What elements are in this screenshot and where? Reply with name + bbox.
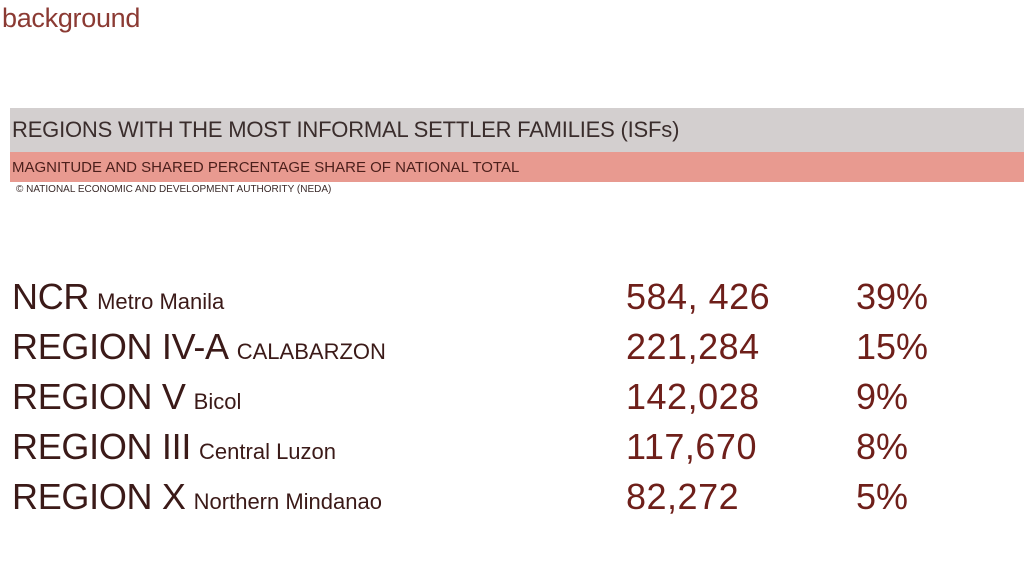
region-code: REGION X xyxy=(12,476,186,517)
section-title: background xyxy=(2,3,141,33)
region-name: Northern Mindanao xyxy=(193,489,382,514)
family-count: 117,670 xyxy=(626,426,757,467)
region-row: REGION III Central Luzon 117,670 8% xyxy=(0,422,1024,472)
region-label: REGION III Central Luzon xyxy=(12,422,336,480)
share-percent: 15% xyxy=(856,326,929,367)
share-percent: 39% xyxy=(856,276,929,317)
region-code: REGION IV-A xyxy=(12,326,229,367)
region-list: NCR Metro Manila 584, 426 39% REGION IV-A… xyxy=(0,272,1024,522)
region-label: REGION IV-A CALABARZON xyxy=(12,322,386,380)
share-percent: 9% xyxy=(856,376,909,417)
slide-subtitle: MAGNITUDE AND SHARED PERCENTAGE SHARE OF… xyxy=(12,158,520,176)
title-band: REGIONS WITH THE MOST INFORMAL SETTLER F… xyxy=(10,108,1024,152)
region-row: REGION IV-A CALABARZON 221,284 15% xyxy=(0,322,1024,372)
family-count: 221,284 xyxy=(626,326,760,367)
region-row: NCR Metro Manila 584, 426 39% xyxy=(0,272,1024,322)
share-percent: 5% xyxy=(856,476,909,517)
region-label: REGION V Bicol xyxy=(12,372,241,430)
region-code: REGION III xyxy=(12,426,192,467)
copyright-note: © NATIONAL ECONOMIC AND DEVELOPMENT AUTH… xyxy=(16,184,332,195)
slide-title: REGIONS WITH THE MOST INFORMAL SETTLER F… xyxy=(12,117,680,142)
subtitle-band: MAGNITUDE AND SHARED PERCENTAGE SHARE OF… xyxy=(10,152,1024,182)
family-count: 584, 426 xyxy=(626,276,771,317)
share-percent: 8% xyxy=(856,426,909,467)
region-code: REGION V xyxy=(12,376,186,417)
family-count: 142,028 xyxy=(626,376,760,417)
region-name: Metro Manila xyxy=(97,289,225,314)
region-label: REGION X Northern Mindanao xyxy=(12,472,382,530)
region-code: NCR xyxy=(12,276,90,317)
region-name: Bicol xyxy=(193,389,242,414)
region-row: REGION V Bicol 142,028 9% xyxy=(0,372,1024,422)
region-row: REGION X Northern Mindanao 82,272 5% xyxy=(0,472,1024,522)
region-name: Central Luzon xyxy=(199,439,337,464)
region-name: CALABARZON xyxy=(236,339,386,364)
family-count: 82,272 xyxy=(626,476,740,517)
region-label: NCR Metro Manila xyxy=(12,272,224,330)
